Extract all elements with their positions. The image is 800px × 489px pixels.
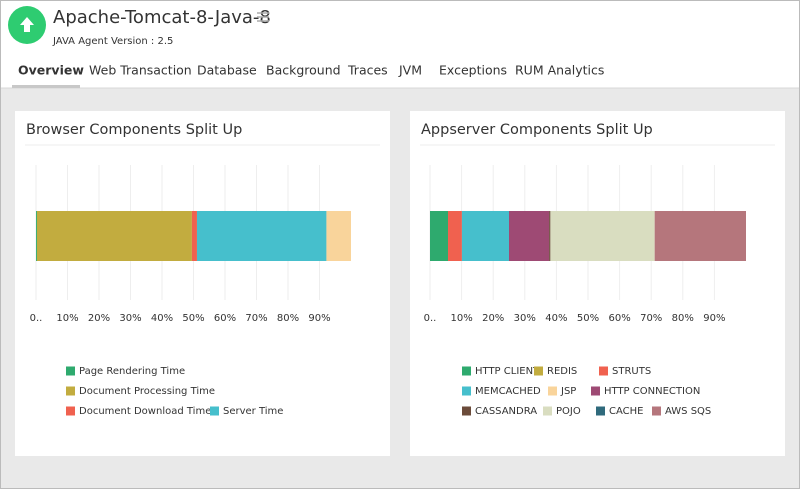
x-tick-label: 70% xyxy=(640,313,662,324)
legend-label: REDIS xyxy=(547,366,577,377)
bar-segment xyxy=(461,211,509,261)
legend-label: JSP xyxy=(560,386,576,397)
legend-label: AWS SQS xyxy=(665,406,711,417)
legend-label: HTTP CLIENT xyxy=(475,366,540,377)
x-tick-label: 50% xyxy=(577,313,599,324)
legend-label: Server Time xyxy=(223,406,283,417)
legend-swatch xyxy=(66,406,75,416)
tab[interactable]: RUM Analytics xyxy=(515,63,604,78)
legend-swatch xyxy=(210,406,219,416)
x-tick-label: 30% xyxy=(119,313,141,324)
x-tick-label: 10% xyxy=(56,313,78,324)
x-tick-label: 30% xyxy=(514,313,536,324)
legend-swatch xyxy=(462,366,471,376)
active-tab-underline xyxy=(12,85,80,88)
bar-segment xyxy=(36,211,37,261)
x-tick-label: 0.. xyxy=(424,313,437,324)
legend-label: STRUTS xyxy=(612,366,651,377)
x-tick-label: 80% xyxy=(277,313,299,324)
legend-swatch xyxy=(548,386,557,396)
legend-swatch xyxy=(462,386,471,396)
x-tick-label: 50% xyxy=(182,313,204,324)
x-tick-label: 10% xyxy=(450,313,472,324)
bar-segment xyxy=(191,211,197,261)
bar-segment xyxy=(36,211,192,261)
legend-label: Document Processing Time xyxy=(79,386,215,397)
tab[interactable]: Background xyxy=(266,63,341,78)
header-background xyxy=(0,0,800,88)
tab[interactable]: Traces xyxy=(347,63,388,78)
bar-segment xyxy=(509,211,550,261)
tab[interactable]: Database xyxy=(197,63,257,78)
tab[interactable]: Exceptions xyxy=(439,63,507,78)
x-tick-label: 0.. xyxy=(30,313,43,324)
x-tick-label: 20% xyxy=(482,313,504,324)
bar-segment xyxy=(549,211,551,261)
bar-segment xyxy=(196,211,327,261)
legend-swatch xyxy=(652,406,661,416)
chart-title: Browser Components Split Up xyxy=(26,122,242,138)
legend-swatch xyxy=(534,366,543,376)
x-tick-label: 20% xyxy=(88,313,110,324)
x-tick-label: 40% xyxy=(151,313,173,324)
legend-swatch xyxy=(462,406,471,416)
legend-swatch xyxy=(66,386,75,396)
x-tick-label: 40% xyxy=(545,313,567,324)
legend-label: Document Download Time xyxy=(79,406,211,417)
legend-label: Page Rendering Time xyxy=(79,366,185,377)
panel xyxy=(410,111,785,456)
monitor-title: Apache-Tomcat-8-Java-8 xyxy=(53,7,271,28)
chart-title: Appserver Components Split Up xyxy=(421,122,653,138)
up-arrow xyxy=(20,17,34,32)
x-tick-label: 90% xyxy=(703,313,725,324)
legend-swatch xyxy=(591,386,600,396)
legend-label: POJO xyxy=(556,406,581,417)
legend-swatch xyxy=(543,406,552,416)
agent-version: JAVA Agent Version : 2.5 xyxy=(52,36,173,47)
bar-segment xyxy=(448,211,462,261)
x-tick-label: 90% xyxy=(308,313,330,324)
legend-swatch xyxy=(66,366,75,376)
x-tick-label: 80% xyxy=(672,313,694,324)
legend-swatch xyxy=(599,366,608,376)
tab[interactable]: Overview xyxy=(18,63,84,78)
x-tick-label: 60% xyxy=(608,313,630,324)
bar-segment xyxy=(430,211,449,261)
bar-segment xyxy=(654,211,746,261)
legend-label: CACHE xyxy=(609,406,643,417)
legend-label: HTTP CONNECTION xyxy=(604,386,700,397)
panel xyxy=(15,111,390,456)
legend-label: CASSANDRA xyxy=(475,406,537,417)
x-tick-label: 70% xyxy=(245,313,267,324)
legend-label: MEMCACHED xyxy=(475,386,541,397)
x-tick-label: 60% xyxy=(214,313,236,324)
bar-segment xyxy=(326,211,351,261)
tab[interactable]: Web Transaction xyxy=(89,63,192,78)
bar-segment xyxy=(550,211,655,261)
legend-swatch xyxy=(596,406,605,416)
tab[interactable]: JVM xyxy=(398,63,422,78)
menu-icon[interactable] xyxy=(257,12,269,22)
